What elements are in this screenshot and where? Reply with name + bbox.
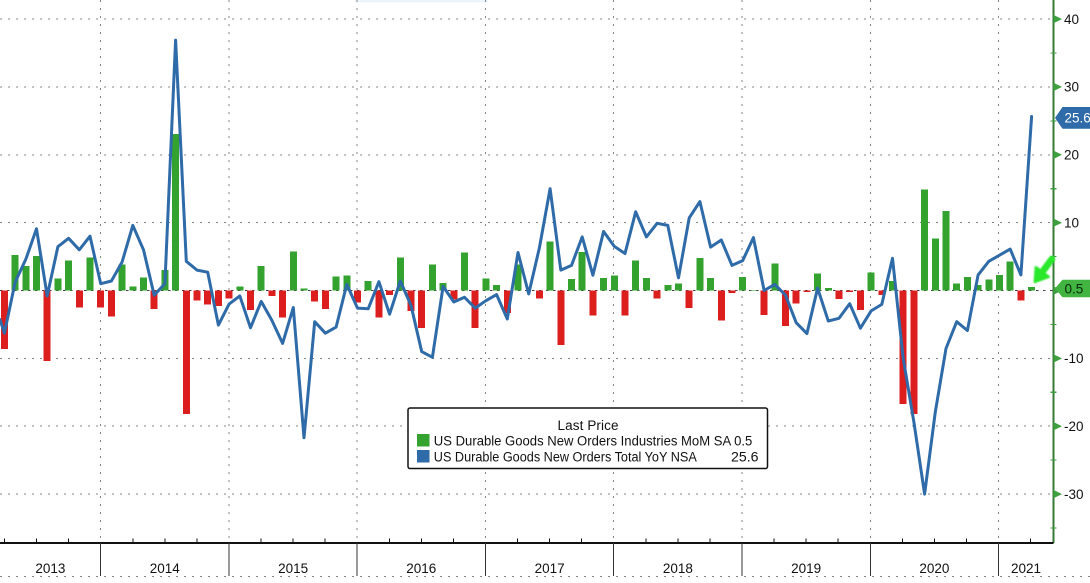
svg-text:20: 20 [1064,148,1079,163]
svg-text:-20: -20 [1064,419,1084,434]
svg-text:2020: 2020 [919,561,949,576]
svg-text:2014: 2014 [150,561,181,576]
svg-text:25.6: 25.6 [731,450,759,465]
svg-text:25.6: 25.6 [1065,111,1090,126]
svg-text:US Durable Goods New Orders To: US Durable Goods New Orders Total YoY NS… [434,450,697,465]
svg-text:2019: 2019 [791,561,821,576]
svg-text:2021: 2021 [1011,561,1041,576]
svg-text:30: 30 [1064,80,1079,95]
svg-text:10: 10 [1064,216,1079,231]
svg-text:2015: 2015 [278,561,308,576]
svg-text:-30: -30 [1064,487,1084,502]
svg-text:-10: -10 [1064,351,1084,366]
svg-text:Last Price: Last Price [558,418,619,433]
svg-text:2017: 2017 [535,561,565,576]
svg-text:2013: 2013 [35,561,65,576]
svg-text:2018: 2018 [663,561,693,576]
svg-text:0.5: 0.5 [1065,281,1084,296]
svg-text:US Durable Goods New Orders In: US Durable Goods New Orders Industries M… [434,434,753,449]
svg-text:40: 40 [1064,12,1079,27]
svg-text:2016: 2016 [406,561,436,576]
